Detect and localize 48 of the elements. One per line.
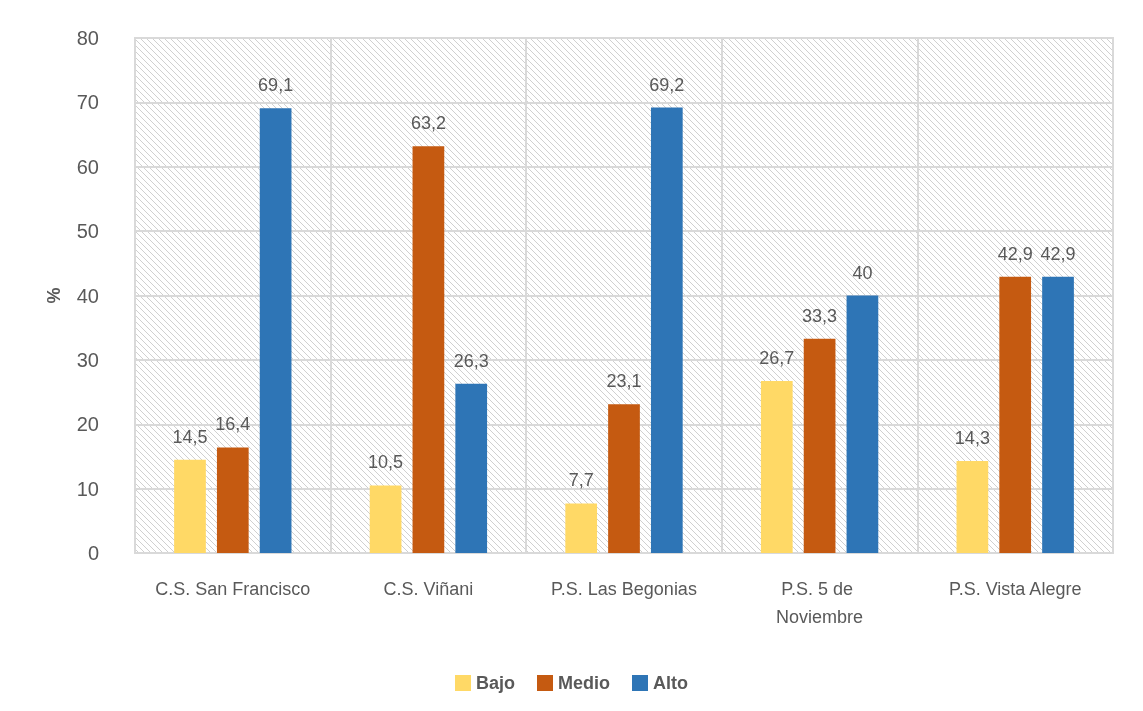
bar — [174, 459, 206, 553]
bar — [565, 503, 598, 553]
bar — [846, 295, 879, 553]
data-label: 14,5 — [172, 426, 208, 447]
bar — [803, 338, 836, 553]
bar — [956, 460, 989, 553]
data-label: 14,3 — [954, 427, 990, 448]
y-axis-title: % — [44, 287, 64, 304]
y-tick-label: 20 — [76, 413, 99, 436]
data-label: 42,9 — [1040, 243, 1076, 264]
y-tick-label: 60 — [76, 155, 99, 178]
x-tick-label: P.S. 5 de Noviembre — [776, 579, 864, 627]
y-tick-label: 80 — [76, 27, 99, 49]
data-label: 42,9 — [997, 243, 1033, 264]
legend-label: Medio — [558, 673, 611, 693]
bar — [999, 276, 1032, 553]
data-label: 69,1 — [258, 75, 294, 96]
y-tick-label: 30 — [76, 348, 99, 371]
data-label: 26,3 — [453, 350, 489, 371]
data-label: 40 — [852, 262, 873, 283]
bar — [1042, 276, 1074, 553]
x-tick-label: C.S. Viñani — [383, 579, 474, 599]
x-tick-label: P.S. Vista Alegre — [948, 579, 1082, 599]
data-label: 33,3 — [802, 305, 838, 326]
y-tick-label: 40 — [76, 284, 99, 307]
data-label: 7,7 — [568, 470, 594, 491]
bar — [455, 383, 488, 553]
data-label: 69,2 — [649, 74, 685, 95]
bar — [608, 404, 640, 553]
bar — [760, 381, 793, 553]
y-tick-label: 10 — [76, 477, 99, 500]
x-tick-label: C.S. San Francisco — [155, 579, 311, 599]
data-label: 10,5 — [368, 452, 404, 473]
bar — [369, 485, 402, 553]
data-label: 26,7 — [759, 348, 795, 369]
legend-label: Bajo — [476, 673, 516, 693]
y-tick-label: 0 — [87, 542, 99, 564]
y-tick-label: 50 — [76, 220, 99, 243]
data-label: 23,1 — [606, 371, 642, 392]
bar — [650, 107, 683, 553]
bar — [259, 108, 292, 553]
x-tick-label: P.S. Las Begonias — [551, 579, 697, 599]
data-label: 16,4 — [215, 414, 251, 435]
bar — [412, 146, 445, 553]
data-label: 63,2 — [410, 113, 446, 134]
y-tick-label: 70 — [76, 91, 99, 114]
bar — [216, 447, 249, 553]
legend-label: Alto — [653, 673, 689, 693]
